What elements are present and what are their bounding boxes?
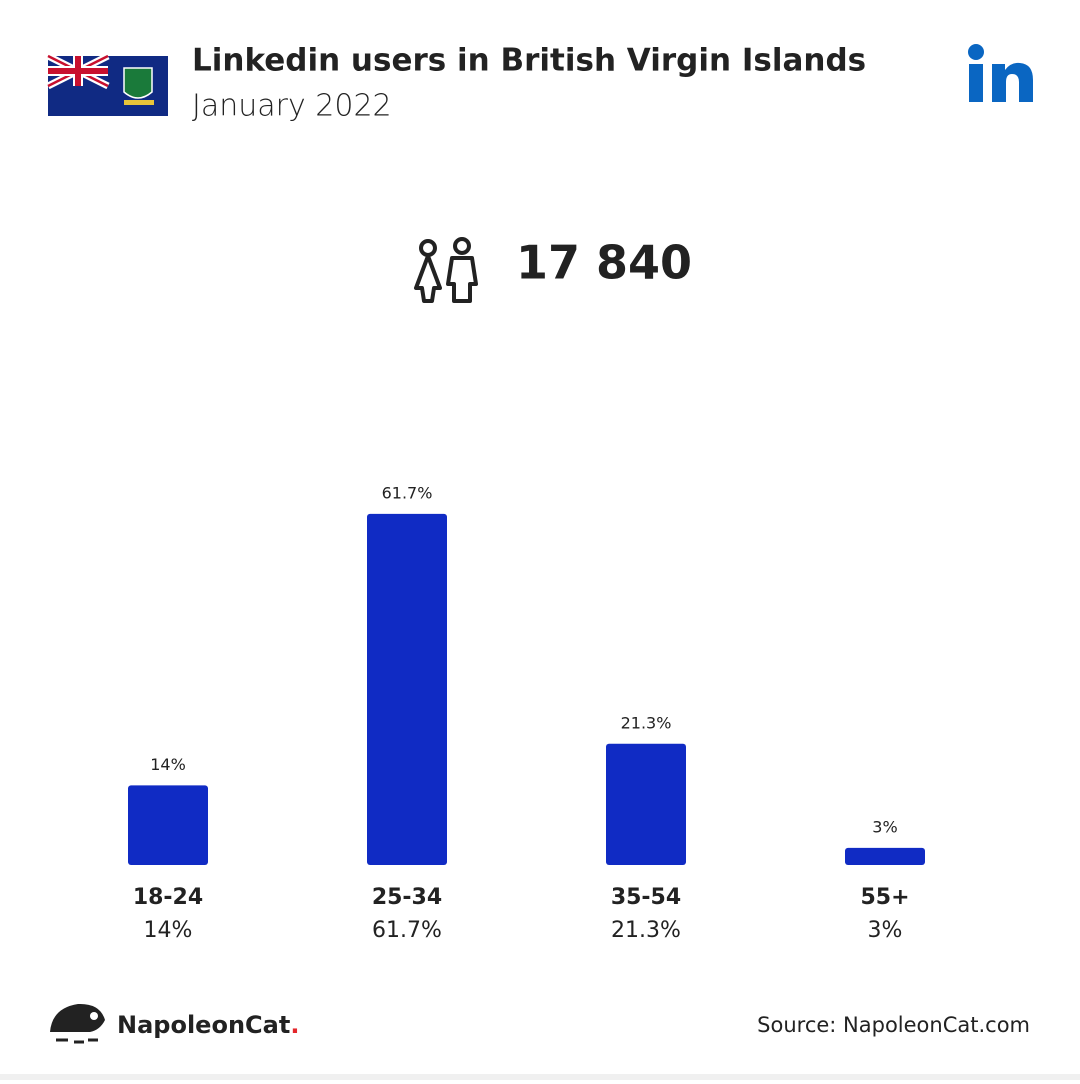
total-users: 17 840 xyxy=(516,236,692,290)
bar xyxy=(128,785,208,865)
bar-value-label: 61.7% xyxy=(382,483,433,502)
category-share: 61.7% xyxy=(372,918,442,943)
brand-logo xyxy=(50,1003,105,1044)
bar-value-label: 21.3% xyxy=(621,713,672,732)
brand-name: NapoleonCat. xyxy=(117,1011,299,1039)
brand-name-text: NapoleonCat xyxy=(117,1011,290,1039)
category-label: 18-24 xyxy=(133,885,203,910)
bar xyxy=(367,513,447,865)
bar-value-label: 3% xyxy=(872,817,897,836)
category-share: 14% xyxy=(144,918,193,943)
flag xyxy=(46,52,168,116)
users-icon xyxy=(414,237,478,303)
bottom-strip xyxy=(0,1074,1080,1080)
category-label: 35-54 xyxy=(611,885,681,910)
chart-subtitle: January 2022 xyxy=(192,89,392,124)
source: Source: NapoleonCat.com xyxy=(757,1013,1030,1037)
category-label: 25-34 xyxy=(372,885,442,910)
bar xyxy=(606,743,686,865)
chart-title: Linkedin users in British Virgin Islands xyxy=(192,43,866,79)
category-label: 55+ xyxy=(860,885,909,910)
linkedin-logo xyxy=(968,44,1033,102)
category-share: 3% xyxy=(868,918,903,943)
brand-dot: . xyxy=(290,1011,299,1039)
category-share: 21.3% xyxy=(611,918,681,943)
bar-value-label: 14% xyxy=(150,755,186,774)
bar xyxy=(845,847,925,865)
